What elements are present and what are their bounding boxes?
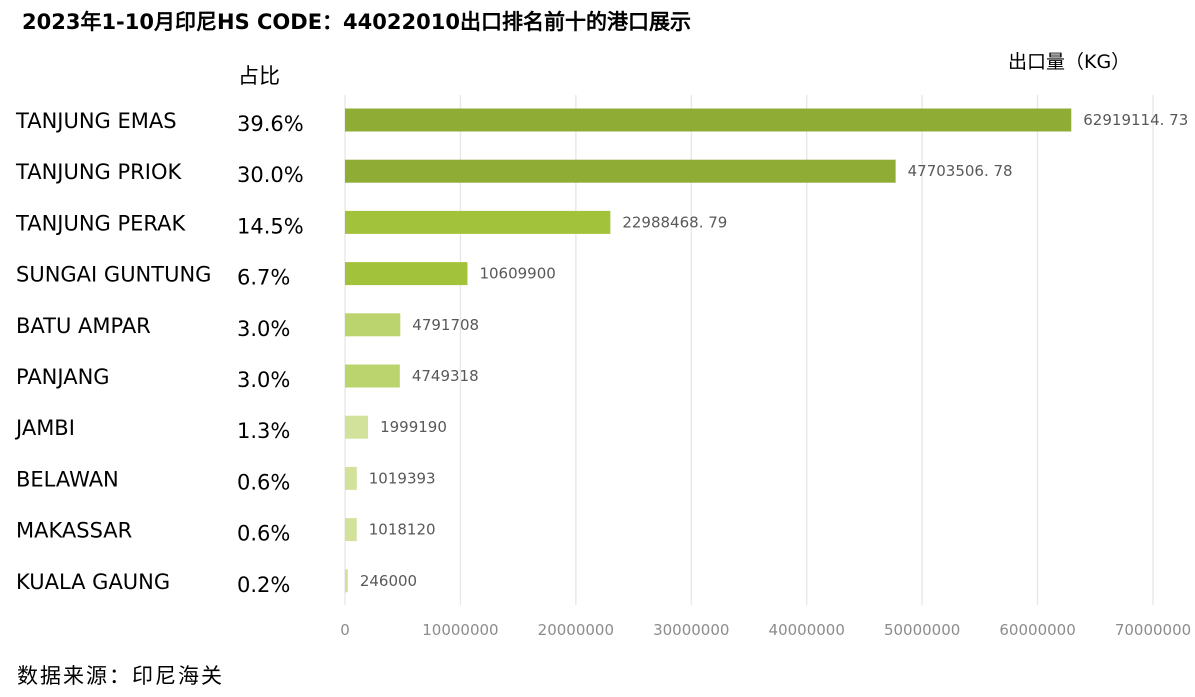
bar <box>345 108 1072 132</box>
bar <box>345 262 468 286</box>
data-label: 1019393 <box>369 469 436 487</box>
bars <box>345 108 1072 593</box>
category-label: TANJUNG PERAK <box>15 211 187 235</box>
unit-label: 出口量（KG） <box>1008 51 1131 73</box>
bar <box>345 518 357 542</box>
category-label: TANJUNG PRIOK <box>15 160 182 184</box>
data-label: 22988468. 79 <box>622 213 727 231</box>
bar <box>345 415 369 439</box>
data-label: 1999190 <box>380 418 447 436</box>
data-label: 47703506. 78 <box>908 162 1013 180</box>
category-label: BELAWAN <box>16 467 119 491</box>
bar <box>345 159 896 183</box>
category-label: PANJANG <box>16 365 110 389</box>
data-label: 4791708 <box>412 316 479 334</box>
data-label: 62919114. 73 <box>1083 111 1188 129</box>
data-label: 246000 <box>360 572 417 590</box>
x-tick-label: 0 <box>340 621 350 639</box>
share-label: 14.5% <box>237 214 304 238</box>
category-label: BATU AMPAR <box>16 314 151 338</box>
share-label: 30.0% <box>237 163 304 187</box>
share-label: 3.0% <box>237 368 290 392</box>
bar <box>345 210 611 234</box>
share-label: 0.6% <box>237 522 290 546</box>
category-label: KUALA GAUNG <box>16 570 170 594</box>
x-tick-label: 50000000 <box>884 621 960 639</box>
chart-title: 2023年1-10月印尼HS CODE：44022010出口排名前十的港口展示 <box>22 10 691 34</box>
share-label: 0.2% <box>237 573 290 597</box>
category-label: TANJUNG EMAS <box>15 109 177 133</box>
category-label: MAKASSAR <box>16 519 132 543</box>
category-label: JAMBI <box>14 416 75 440</box>
x-tick-label: 10000000 <box>422 621 498 639</box>
share-label: 1.3% <box>237 419 290 443</box>
x-tick-label: 60000000 <box>999 621 1075 639</box>
x-tick-label: 30000000 <box>653 621 729 639</box>
x-tick-label: 70000000 <box>1115 621 1191 639</box>
category-label: SUNGAI GUNTUNG <box>16 263 211 287</box>
bar <box>345 569 348 593</box>
data-label: 1018120 <box>369 521 436 539</box>
data-source-note: 数据来源：印尼海关 <box>17 664 224 688</box>
x-tick-label: 40000000 <box>769 621 845 639</box>
share-label: 39.6% <box>237 112 304 136</box>
bar <box>345 313 401 337</box>
data-label: 10609900 <box>479 265 555 283</box>
share-column-header: 占比 <box>238 64 280 88</box>
share-label: 6.7% <box>237 266 290 290</box>
share-label: 3.0% <box>237 317 290 341</box>
share-label: 0.6% <box>237 470 290 494</box>
data-label: 4749318 <box>412 367 479 385</box>
labels: 0 10000000 20000000 30000000 40000000 5000000… <box>14 109 1191 639</box>
bar <box>345 364 400 388</box>
x-tick-label: 20000000 <box>538 621 614 639</box>
bar <box>345 466 357 490</box>
